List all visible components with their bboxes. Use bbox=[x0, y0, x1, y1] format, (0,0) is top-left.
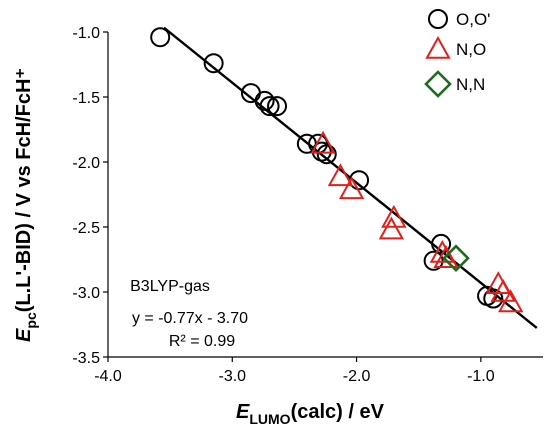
plot-area bbox=[150, 26, 538, 329]
point-triangle bbox=[310, 130, 336, 154]
y-tick-label: -1.0 bbox=[72, 25, 100, 42]
point-circle bbox=[316, 144, 337, 165]
y-tick-label: -3.5 bbox=[72, 350, 100, 367]
point-triangle bbox=[497, 289, 524, 313]
legend: O,O' N,O N,N bbox=[424, 9, 490, 98]
axes bbox=[103, 31, 543, 362]
legend-label-circle: O,O' bbox=[456, 10, 490, 29]
y-tick-label: -3.0 bbox=[72, 285, 100, 302]
x-axis-title: ELUMO(calc) / eV bbox=[236, 401, 385, 427]
point-circle bbox=[267, 96, 288, 117]
y-axis-title-rest: (L.L'-BID) / V vs FcH/FcH⁺ bbox=[13, 68, 35, 312]
point-triangle bbox=[338, 176, 365, 200]
legend-marker-triangle bbox=[425, 35, 451, 59]
point-triangle bbox=[381, 204, 407, 228]
fit-equation-label: y = -0.77x - 3.70 bbox=[132, 310, 248, 327]
point-circle bbox=[254, 90, 275, 111]
y-axis-title-main: E bbox=[13, 328, 35, 342]
point-circle bbox=[259, 96, 280, 117]
point-circle bbox=[203, 53, 224, 74]
x-tick-label: -3.0 bbox=[218, 368, 246, 385]
svg-text:Epc(L.L'-BID) / V vs FcH/FcH⁺: Epc(L.L'-BID) / V vs FcH/FcH⁺ bbox=[13, 68, 39, 342]
y-tick-label: -2.0 bbox=[72, 155, 100, 172]
point-triangle bbox=[433, 245, 459, 268]
r-squared-label: R² = 0.99 bbox=[169, 333, 235, 350]
legend-label-triangle: N,O bbox=[456, 40, 486, 59]
x-axis-title-sub: LUMO bbox=[249, 411, 290, 427]
legend-marker-diamond bbox=[424, 70, 452, 98]
y-axis-title: Epc(L.L'-BID) / V vs FcH/FcH⁺ bbox=[13, 68, 39, 342]
point-circle bbox=[431, 233, 452, 254]
point-triangle bbox=[327, 163, 354, 187]
x-tick-label: -2.0 bbox=[343, 368, 371, 385]
point-circle bbox=[150, 27, 171, 48]
legend-marker-circle bbox=[428, 9, 448, 29]
y-axis-title-sub: pc bbox=[23, 312, 39, 329]
x-axis-title-main: E bbox=[236, 401, 250, 423]
x-tick-label: -1.0 bbox=[467, 368, 495, 385]
y-tick-label: -1.5 bbox=[72, 90, 100, 107]
legend-label-diamond: N,N bbox=[456, 75, 485, 94]
point-diamond bbox=[442, 244, 470, 273]
point-circle bbox=[483, 288, 504, 309]
y-tick-label: -2.5 bbox=[72, 220, 100, 237]
method-label: B3LYP-gas bbox=[130, 278, 210, 295]
x-axis-title-rest: (calc) / eV bbox=[291, 401, 385, 423]
tick-labels: -1.0 -1.5 -2.0 -2.5 -3.0 -3.5-4.0 -3.0 -2.0 -1.0 bbox=[72, 25, 494, 385]
point-triangle bbox=[490, 278, 516, 302]
point-triangle bbox=[378, 216, 405, 240]
x-tick-label: -4.0 bbox=[94, 368, 122, 385]
